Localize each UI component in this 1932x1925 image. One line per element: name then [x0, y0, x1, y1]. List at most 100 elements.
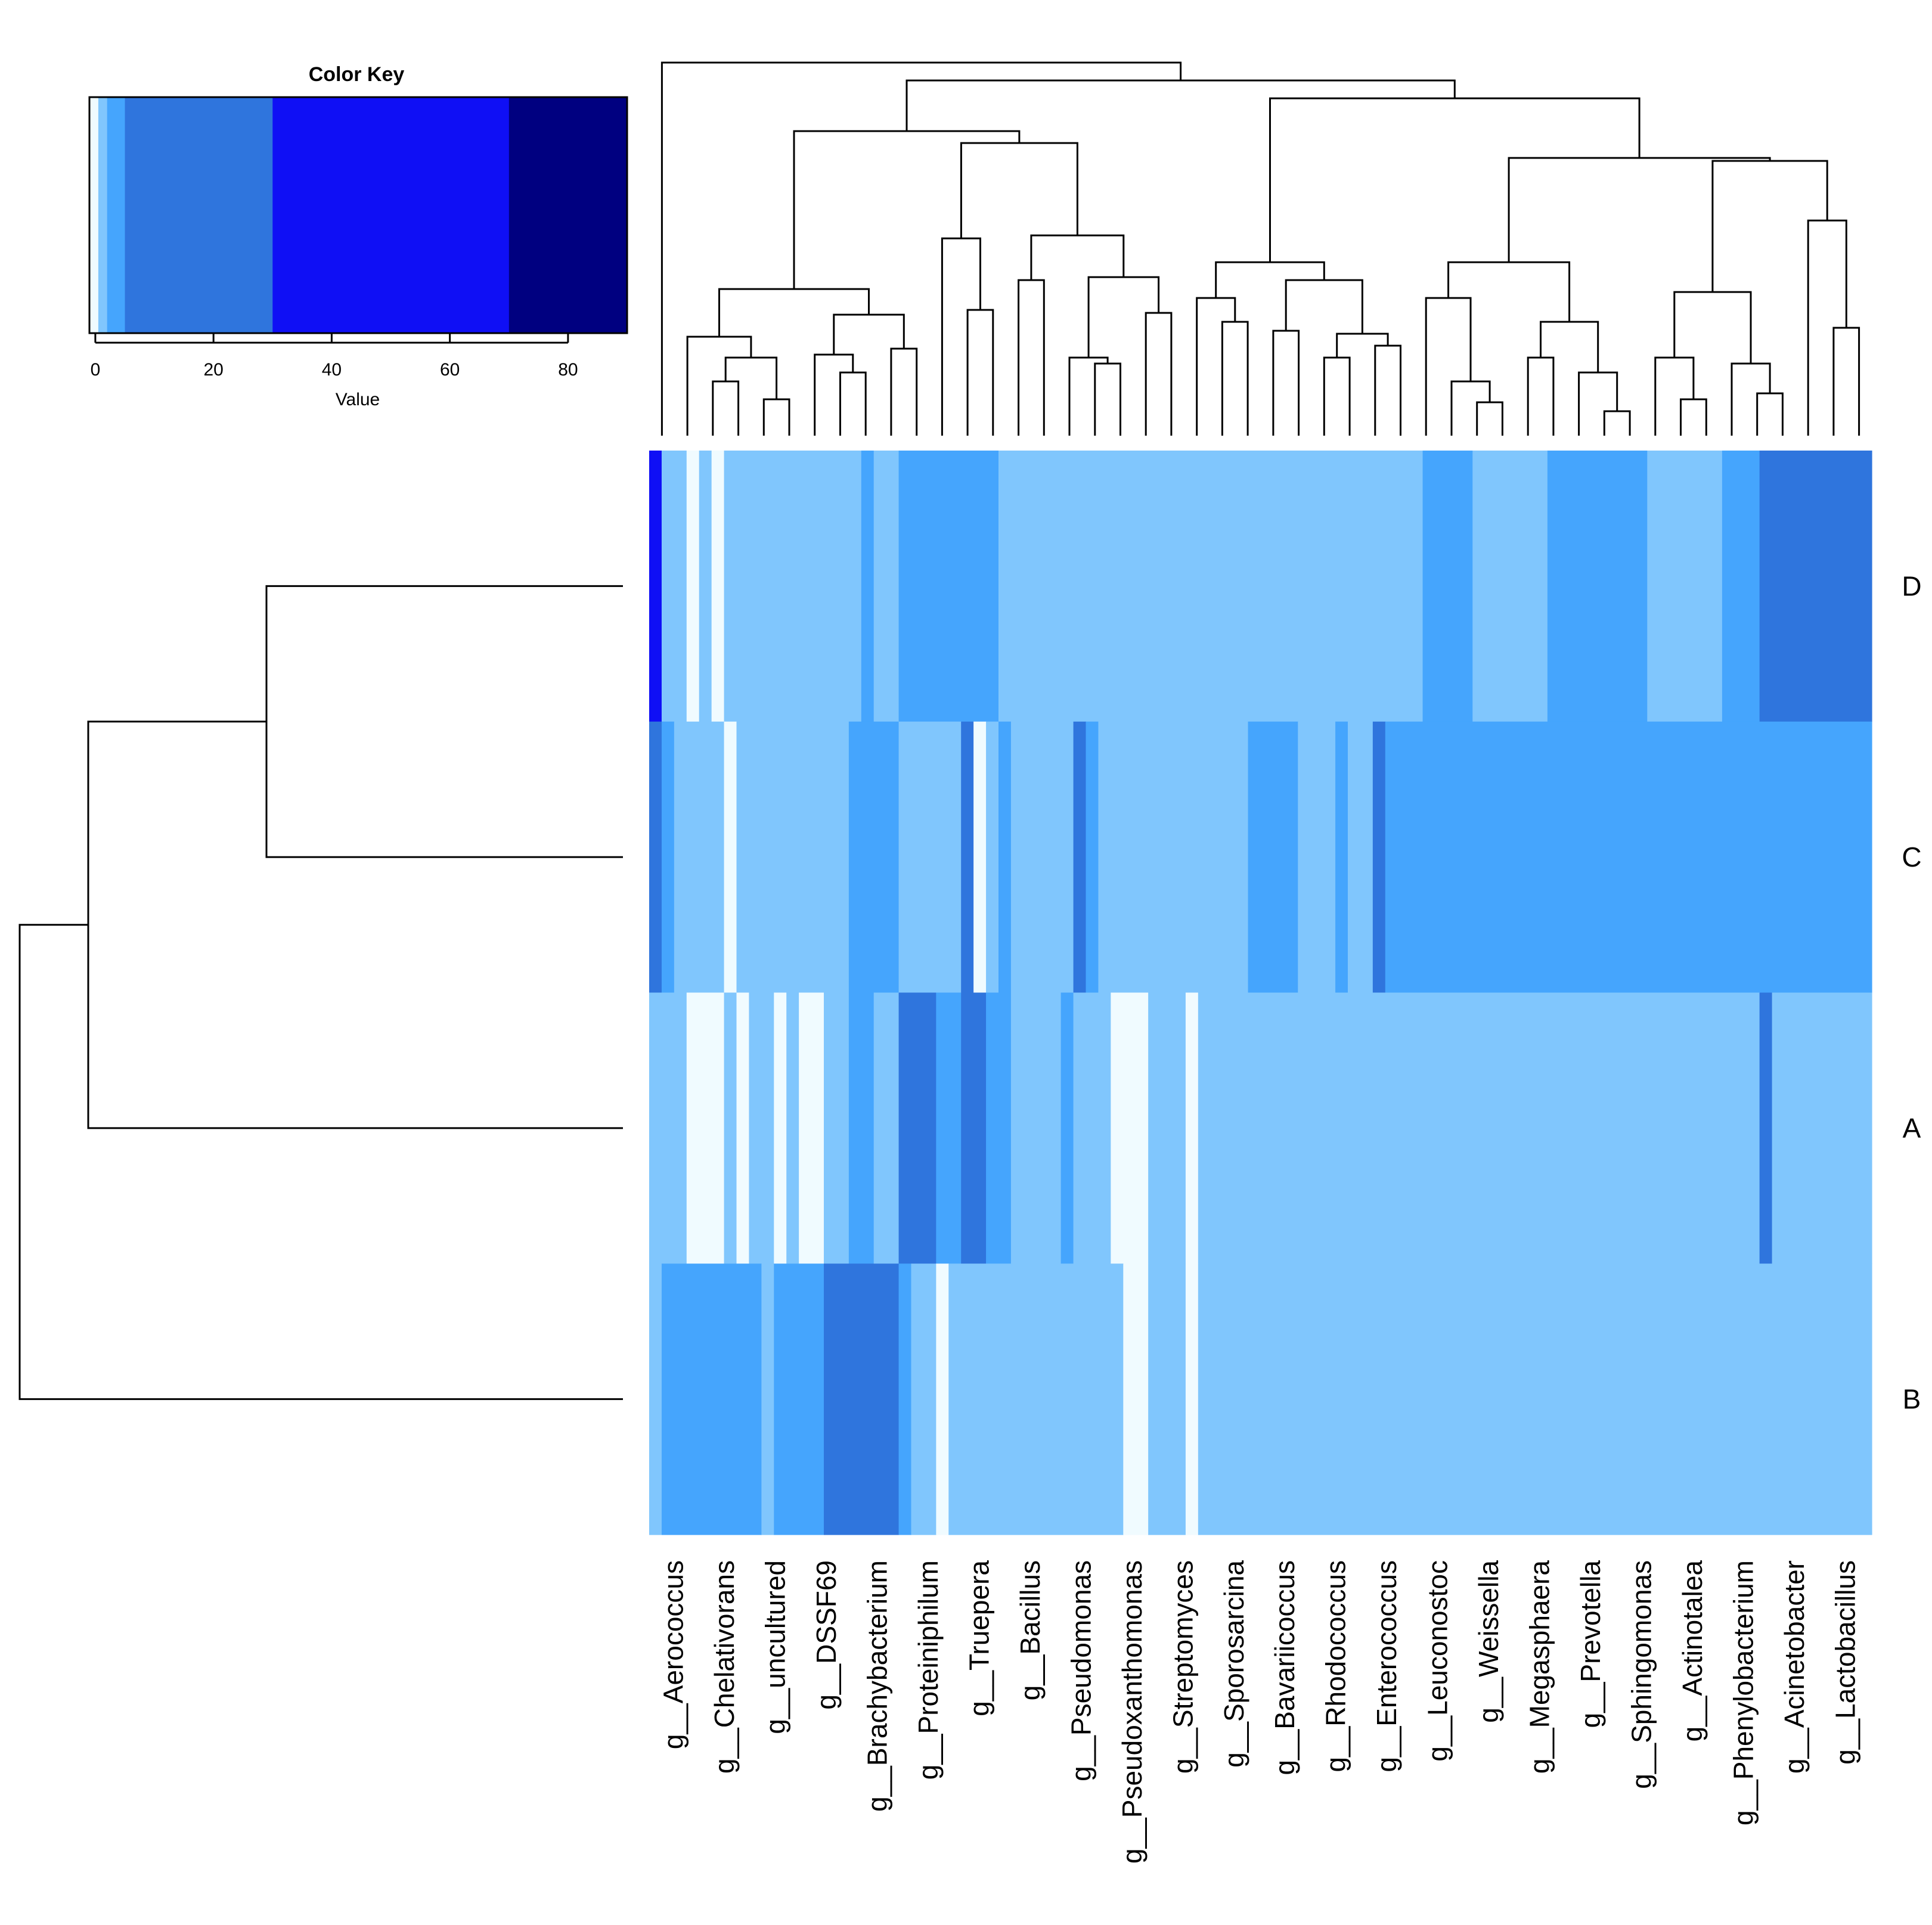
heatmap-cell [1010, 992, 1062, 1264]
dendrogram-branch [686, 336, 752, 436]
dendrogram-branch [265, 585, 623, 858]
dendrogram-branch [1447, 261, 1571, 322]
dendrogram-branch [1711, 160, 1828, 292]
dendrogram-branch [1673, 291, 1752, 364]
dendrogram-branch [1578, 371, 1618, 436]
column-label: g__Megasphaera [1524, 1560, 1555, 1774]
heatmap-cell [674, 721, 725, 993]
color-key-tick-label: 80 [558, 360, 578, 380]
heatmap-cell [649, 1263, 662, 1535]
heatmap-cell [873, 451, 900, 722]
color-key-band [98, 97, 108, 333]
row-label: A [1903, 1113, 1921, 1144]
column-label: g__Prevotella [1575, 1560, 1606, 1728]
heatmap-cell [1073, 721, 1087, 993]
dendrogram-branch [712, 380, 740, 436]
column-dendrogram [660, 61, 1860, 436]
heatmap-cell [1111, 992, 1149, 1264]
dendrogram-branch [1068, 356, 1109, 436]
color-key: Color Key 0 20 40 60 80 Value [88, 63, 628, 409]
heatmap-cell [1335, 721, 1348, 993]
heatmap-cell [1722, 451, 1760, 722]
dendrogram-branch [1269, 97, 1641, 262]
column-label: g__Sphingomonas [1626, 1560, 1657, 1789]
dendrogram-branch [1272, 330, 1300, 436]
dendrogram-branch [1476, 401, 1503, 436]
heatmap-cell [686, 451, 700, 722]
heatmap-cell [824, 992, 849, 1264]
color-key-tick-label: 20 [203, 360, 223, 380]
color-key-band [89, 97, 99, 333]
dendrogram-branch [1145, 312, 1173, 436]
column-label: g__Bacillus [1015, 1560, 1046, 1700]
dendrogram-branch [839, 371, 867, 436]
heatmap-cell [724, 992, 737, 1264]
column-label: g__Proteiniphilum [913, 1560, 944, 1780]
heatmap-cell [1073, 992, 1111, 1264]
heatmap-cell [898, 1263, 912, 1535]
heatmap-cell [1422, 451, 1473, 722]
heatmap-cell [898, 451, 999, 722]
dendrogram-branch [724, 356, 778, 399]
color-key-xlabel: Value [336, 390, 380, 409]
dendrogram-branch [1018, 279, 1045, 436]
color-key-title: Color Key [309, 63, 405, 86]
heatmap-cell [686, 992, 725, 1264]
dendrogram-branch [1756, 392, 1784, 436]
color-key-band [125, 97, 273, 333]
heatmap-cell [986, 992, 1012, 1264]
dendrogram-branch [1087, 276, 1160, 358]
dendrogram-branch [960, 142, 1078, 238]
dendrogram-branch [1731, 362, 1771, 436]
column-label: g__Bavariicoccus [1269, 1560, 1300, 1775]
heatmap-cell [824, 1263, 900, 1535]
dendrogram-branch [1603, 410, 1631, 436]
color-key-ticks: 0 20 40 60 80 [91, 333, 578, 380]
color-key-tick-label: 60 [440, 360, 460, 380]
column-label: g__Chelativorans [709, 1560, 740, 1774]
dendrogram-branch [1030, 234, 1125, 280]
heatmap-cell [1772, 992, 1872, 1264]
heatmap-cell [661, 1263, 762, 1535]
dendrogram-branch [1094, 362, 1121, 436]
column-label: g__Truepera [964, 1560, 995, 1716]
heatmap-cell [1472, 451, 1548, 722]
dendrogram-branch [793, 130, 1021, 289]
heatmap-cell [1185, 1263, 1199, 1535]
column-label: g__Aerococcus [658, 1560, 689, 1749]
dendrogram-branch [814, 353, 854, 436]
heatmap-cell [898, 992, 936, 1264]
column-label: g__Pseudomonas [1065, 1560, 1096, 1781]
column-label: g__uncultured [760, 1560, 791, 1734]
heatmap-cell [898, 721, 962, 993]
column-label: g__Acinetobacter [1779, 1560, 1810, 1774]
heatmap-cell [761, 1263, 774, 1535]
heatmap-cell [649, 451, 662, 722]
heatmap-cell [724, 721, 737, 993]
dendrogram-branch [941, 237, 981, 436]
color-key-bands [89, 97, 628, 333]
heatmap-cell [986, 721, 999, 993]
dendrogram-branch [1832, 327, 1860, 436]
dendrogram-branch [905, 79, 1456, 131]
column-labels: g__Aerococcus g__Chelativorans g__uncultur… [658, 1560, 1861, 1864]
heatmap-cell [936, 1263, 949, 1535]
heatmap-cell [873, 992, 900, 1264]
heatmap-cell [1123, 1263, 1149, 1535]
heatmap-cell [711, 451, 725, 722]
column-label: g__Phenylobacterium [1728, 1560, 1759, 1825]
heatmap-cell [774, 992, 787, 1264]
heatmap-cell [1298, 721, 1336, 993]
dendrogram-branch [87, 721, 623, 1129]
heatmap-cell [861, 451, 874, 722]
dendrogram-branch [1527, 356, 1555, 436]
heatmap-cell [736, 721, 849, 993]
heatmap-cell [1248, 721, 1298, 993]
heatmap-cell [1010, 721, 1074, 993]
heatmap-cell [1547, 451, 1648, 722]
dendrogram-branch [1323, 356, 1351, 436]
heatmap-cell [936, 992, 962, 1264]
column-label: g__Leuconostoc [1422, 1560, 1453, 1762]
heatmap-cell [1060, 992, 1074, 1264]
heatmap-cell [848, 992, 874, 1264]
